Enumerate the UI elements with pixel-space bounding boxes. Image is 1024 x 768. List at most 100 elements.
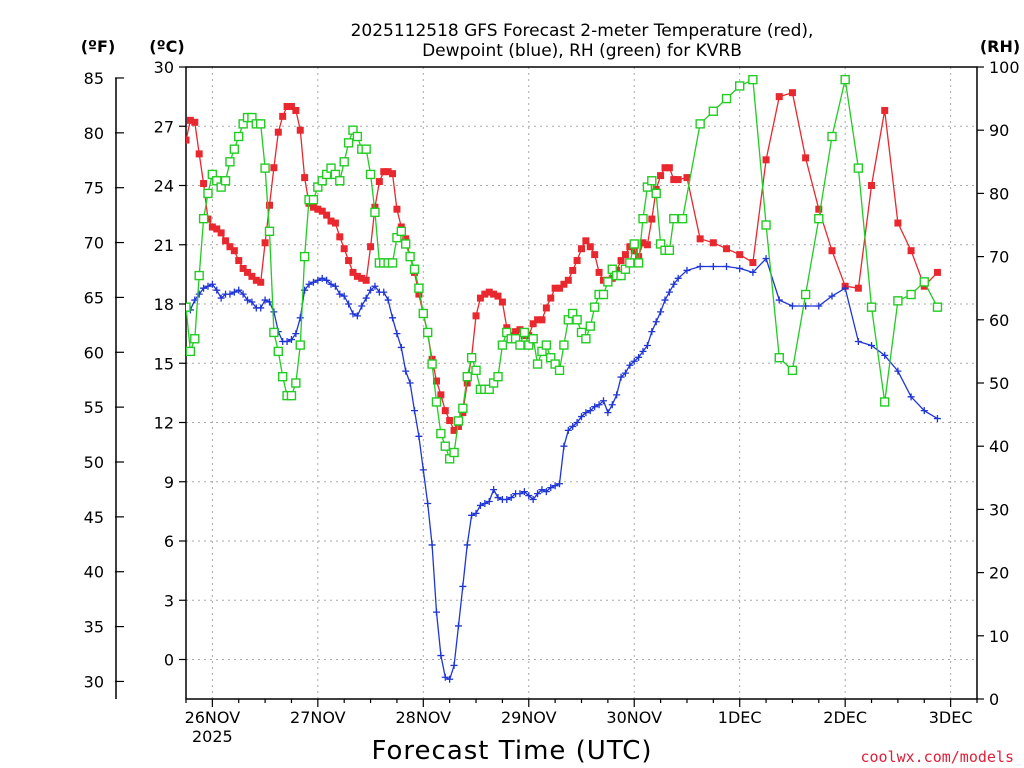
- dewpoint-point: [406, 379, 414, 387]
- dewpoint-point: [402, 367, 410, 375]
- dewpoint-point: [349, 310, 357, 318]
- rh-point: [581, 334, 591, 344]
- temperature-point: [578, 245, 585, 253]
- dewpoint-point: [314, 276, 322, 284]
- dewpoint-point: [613, 391, 621, 399]
- dewpoint-point: [560, 442, 568, 450]
- rh-point: [387, 258, 398, 268]
- rh-point: [295, 340, 305, 350]
- rh-point: [234, 131, 244, 142]
- dewpoint-point: [217, 294, 225, 302]
- temperature-point: [323, 211, 331, 219]
- rh-point: [427, 359, 437, 369]
- temperature-point: [279, 112, 287, 120]
- rh-point: [449, 447, 459, 458]
- celsius-tick-label: 18: [154, 295, 174, 314]
- rh-tick-label: 10: [989, 627, 1009, 646]
- rh-point: [291, 378, 301, 388]
- temperature-point: [894, 219, 902, 227]
- rh-tick-label: 40: [989, 437, 1009, 456]
- dewpoint-point: [345, 300, 353, 308]
- rh-point: [225, 157, 235, 167]
- temperature-point: [586, 243, 594, 251]
- rh-point: [308, 195, 319, 205]
- rh-point: [269, 327, 279, 338]
- dewpoint-point: [582, 409, 590, 417]
- dewpoint-point: [736, 264, 744, 272]
- rh-tick-label: 50: [989, 374, 1009, 393]
- dewpoint-point: [854, 338, 862, 346]
- celsius-tick-label: 30: [154, 58, 174, 77]
- temperature-point: [340, 245, 348, 253]
- dewpoint-point: [450, 661, 458, 669]
- dewpoint-point: [213, 286, 221, 294]
- rh-point: [814, 213, 824, 224]
- temperature-point: [775, 93, 783, 101]
- temperature-point: [441, 407, 449, 415]
- rh-point: [220, 176, 231, 186]
- rh-point: [186, 302, 191, 312]
- rh-point: [401, 239, 411, 249]
- temperature-point: [472, 312, 480, 320]
- dewpoint-point: [868, 341, 876, 349]
- rh-point: [286, 390, 297, 401]
- fahrenheit-tick-label: 80: [84, 124, 104, 143]
- dewpoint-point: [248, 298, 256, 306]
- rh-point: [497, 340, 508, 350]
- fahrenheit-tick-label: 75: [84, 179, 104, 198]
- dewpoint-point: [336, 290, 344, 298]
- dewpoint-point: [516, 490, 524, 498]
- rh-point: [735, 81, 745, 91]
- rh-point: [352, 131, 363, 142]
- rh-point: [880, 397, 890, 407]
- fahrenheit-tick-label: 85: [84, 69, 104, 88]
- rh-tick-label: 100: [989, 58, 1020, 77]
- temperature-point: [208, 223, 216, 231]
- series-line: [186, 78, 938, 461]
- dewpoint-point: [287, 336, 295, 344]
- x-tick-label: 27NOV: [290, 708, 346, 727]
- temperature-point: [481, 290, 489, 298]
- rh-point: [409, 264, 420, 274]
- celsius-axis-label: (ºC): [149, 37, 184, 56]
- temperature-point: [384, 168, 392, 176]
- temperature-point: [542, 304, 550, 312]
- temperature-point: [265, 201, 273, 209]
- temperature-point: [749, 259, 757, 267]
- temperature-point: [564, 276, 572, 284]
- temperature-point: [402, 235, 410, 243]
- dewpoint-point: [630, 357, 638, 365]
- temperature-point: [569, 266, 577, 274]
- dewpoint-point: [933, 415, 941, 423]
- rh-tick-label: 0: [989, 690, 999, 709]
- temperature-point: [498, 298, 506, 306]
- dewpoint-point: [626, 361, 634, 369]
- temperature-point: [270, 164, 278, 172]
- rh-point: [866, 302, 877, 312]
- dewpoint-point: [599, 397, 607, 405]
- temperature-point: [674, 176, 682, 184]
- rh-point: [651, 188, 661, 199]
- temperature-point: [643, 241, 651, 249]
- dewpoint-point: [683, 266, 691, 274]
- temperature-point: [244, 268, 252, 276]
- dewpoint-point: [419, 466, 427, 474]
- rh-point: [256, 119, 266, 129]
- temperature-point: [485, 288, 493, 296]
- rh-point: [339, 157, 349, 167]
- temperature-point: [494, 292, 502, 300]
- rh-point: [528, 334, 538, 344]
- temperature-point: [296, 126, 304, 134]
- temperature-point: [389, 170, 397, 178]
- x-tick-label: 29NOV: [501, 708, 557, 727]
- x-tick-label: 1DEC: [718, 708, 762, 727]
- dewpoint-point: [244, 296, 252, 304]
- dewpoint-point: [529, 496, 537, 504]
- rh-point: [827, 131, 837, 142]
- dewpoint-point: [472, 509, 480, 517]
- temperature-point: [213, 225, 221, 233]
- rh-point: [186, 346, 196, 357]
- dewpoint-point: [635, 353, 643, 361]
- temperature-point: [309, 203, 317, 211]
- dewpoint-point: [230, 288, 238, 296]
